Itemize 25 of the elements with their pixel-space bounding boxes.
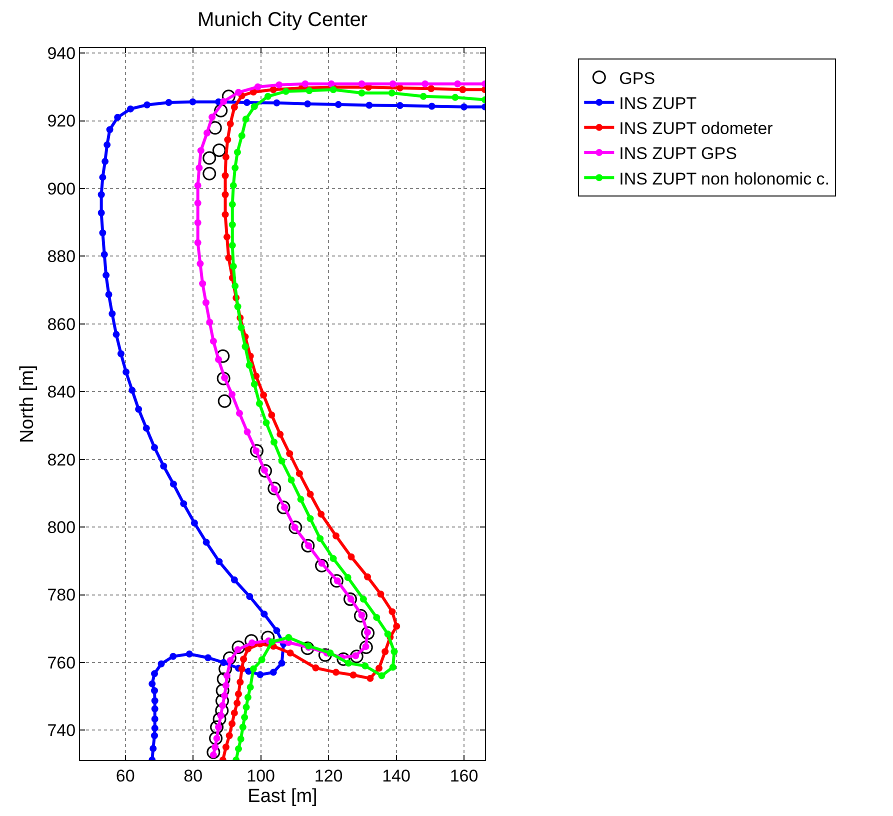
y-tick-label: 840 [47, 382, 76, 402]
x-tick-label: 120 [314, 766, 343, 786]
y-tick-label: 820 [47, 450, 76, 470]
legend-label: INS ZUPT odometer [619, 119, 774, 138]
x-tick-label: 140 [382, 766, 410, 786]
x-tick-label: 80 [184, 766, 203, 786]
y-tick-label: 920 [47, 112, 76, 131]
y-axis-title: North [m] [17, 364, 38, 444]
y-tick-label: 780 [47, 586, 76, 605]
y-tick-label: 940 [47, 44, 76, 64]
y-tick-label: 760 [47, 653, 76, 672]
x-tick-label: 60 [116, 766, 135, 786]
chart-title: Munich City Center [197, 9, 368, 32]
legend-label: INS ZUPT GPS [619, 144, 737, 164]
y-tick-label: 800 [47, 518, 76, 538]
y-tick-label: 740 [47, 721, 76, 740]
legend-label: INS ZUPT [619, 94, 697, 113]
x-tick-label: 100 [246, 766, 276, 786]
legend-label: INS ZUPT non holonomic c. [619, 169, 830, 188]
x-tick-label: 160 [450, 766, 478, 786]
y-tick-label: 880 [47, 247, 76, 266]
x-axis-title: East [m] [248, 786, 318, 808]
y-tick-label: 900 [47, 179, 76, 198]
y-tick-label: 860 [47, 314, 76, 334]
legend-label: GPS [619, 68, 656, 88]
